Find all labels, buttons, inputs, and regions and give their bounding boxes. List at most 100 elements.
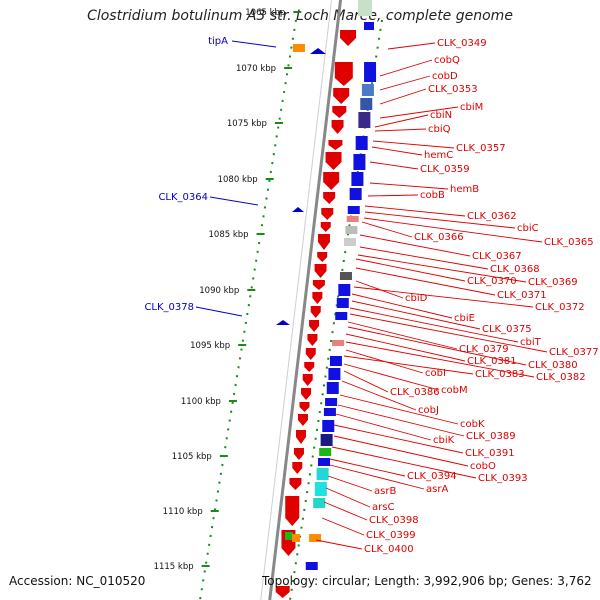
gene-block-17 <box>332 340 345 346</box>
gene-forward-arrow-24 <box>299 402 310 412</box>
forward-label-21: CLK_0371 <box>497 290 547 301</box>
gene-block-24 <box>320 434 333 446</box>
gene-block-13 <box>339 272 352 280</box>
gene-forward-arrow-28 <box>292 462 303 474</box>
forward-leader-41 <box>333 435 469 467</box>
gene-block-23 <box>322 420 335 432</box>
gene-block-top <box>358 0 372 16</box>
forward-leader-9 <box>371 146 423 156</box>
forward-leader-31 <box>345 341 535 378</box>
forward-leader-34 <box>343 363 440 391</box>
axis-tick-label-4: 1080 kbp <box>218 175 258 185</box>
gene-forward-arrow-26 <box>295 430 306 444</box>
forward-leader-11 <box>369 182 449 190</box>
gene-block-3 <box>360 98 373 110</box>
reverse-leader-1 <box>231 40 277 48</box>
reverse-leader-3 <box>195 306 243 317</box>
forward-label-26: cbiT <box>520 337 542 348</box>
gene-forward-arrow-25 <box>297 414 308 426</box>
axis-tick-label-10: 1110 kbp <box>163 507 203 517</box>
gene-forward-arrow-10 <box>321 208 334 220</box>
gene-block-5 <box>355 136 368 150</box>
gene-forward-arrow-30 <box>285 496 300 526</box>
forward-label-1: CLK_0349 <box>437 38 487 49</box>
forward-leader-24 <box>351 293 453 319</box>
axis-tick-label-3: 1075 kbp <box>227 119 267 129</box>
forward-label-10: CLK_0359 <box>420 164 470 175</box>
forward-label-25: CLK_0375 <box>482 324 532 335</box>
gene-forward-arrow-14 <box>314 264 327 278</box>
forward-leader-49 <box>315 539 363 550</box>
forward-label-16: CLK_0366 <box>414 232 464 243</box>
gene-block-2 <box>361 84 374 96</box>
forward-leader-38 <box>337 404 465 437</box>
forward-leader-29 <box>347 326 527 366</box>
gene-block-12 <box>343 238 356 246</box>
gene-forward-arrow-29 <box>289 478 302 490</box>
forward-label-11: hemB <box>450 184 479 195</box>
axis-tick-label-11: 1115 kbp <box>154 562 194 572</box>
reverse-label-2: CLK_0364 <box>158 192 208 203</box>
forward-leader-43 <box>329 458 406 477</box>
gene-forward-arrow-18 <box>309 320 320 332</box>
forward-leader-47 <box>323 501 368 521</box>
forward-leader-2 <box>379 59 433 77</box>
forward-label-44: asrA <box>426 484 448 495</box>
reverse-label-3: CLK_0378 <box>144 302 194 313</box>
forward-leader-8 <box>372 140 455 149</box>
forward-leader-21 <box>355 267 496 296</box>
forward-label-28: CLK_0379 <box>459 344 509 355</box>
gene-forward-arrow-1 <box>340 30 357 46</box>
forward-label-3: cobD <box>432 71 458 82</box>
forward-label-49: CLK_0400 <box>364 544 414 555</box>
axis-tick-label-5: 1085 kbp <box>209 230 249 240</box>
gene-forward-arrow-4 <box>332 106 347 118</box>
gene-forward-arrow-17 <box>310 306 321 318</box>
forward-label-39: cbiK <box>433 435 455 446</box>
gene-block-27 <box>316 468 329 480</box>
gene-forward-arrow-19 <box>307 334 318 346</box>
forward-label-48: CLK_0399 <box>366 530 416 541</box>
gene-forward-arrow-16 <box>312 292 323 304</box>
forward-label-41: cobO <box>470 461 496 472</box>
reverse-arrow-CLK_0364 <box>292 207 304 212</box>
gene-forward-arrow-22 <box>302 374 313 386</box>
forward-leader-40 <box>333 424 464 454</box>
forward-label-35: CLK_0386 <box>390 387 440 398</box>
forward-leader-30 <box>345 333 466 362</box>
gene-block-18 <box>329 356 342 366</box>
forward-label-17: CLK_0367 <box>472 251 522 262</box>
forward-leader-27 <box>349 313 548 353</box>
gene-forward-arrow-12 <box>317 234 330 250</box>
forward-leader-48 <box>321 517 365 536</box>
gene-block-28 <box>314 482 327 496</box>
gene-block-top2 <box>364 22 374 30</box>
forward-label-18: CLK_0368 <box>490 264 540 275</box>
gene-forward-arrow-5 <box>331 120 344 134</box>
gene-block-29 <box>313 498 326 508</box>
forward-leader-25 <box>351 300 481 330</box>
forward-label-2: cobQ <box>434 55 460 66</box>
forward-label-40: CLK_0391 <box>465 448 515 459</box>
gene-forward-arrow-9 <box>323 192 336 204</box>
forward-label-9: hemC <box>424 150 453 161</box>
forward-label-29: CLK_0380 <box>528 360 578 371</box>
forward-leader-4 <box>379 88 427 105</box>
forward-leader-5 <box>379 106 459 119</box>
map-title: Clostridium botulinum A3 str. Loch Maree… <box>87 8 513 24</box>
forward-label-27: CLK_0377 <box>549 347 599 358</box>
accession-text: Accession: NC_010520 <box>9 574 146 588</box>
forward-leader-15 <box>363 217 543 243</box>
gene-block-7 <box>351 172 364 186</box>
gene-forward-arrow-23 <box>301 388 312 400</box>
forward-leader-16 <box>361 221 413 238</box>
forward-label-42: CLK_0393 <box>478 473 528 484</box>
gene-block-20 <box>326 382 339 394</box>
forward-leader-3 <box>379 75 431 91</box>
gene-forward-arrow-21 <box>304 362 315 372</box>
gene-block-small-orange <box>292 534 300 542</box>
forward-label-22: cbiD <box>405 293 428 304</box>
reverse-label-1: tipA <box>208 36 228 47</box>
gene-block-1 <box>364 62 377 82</box>
